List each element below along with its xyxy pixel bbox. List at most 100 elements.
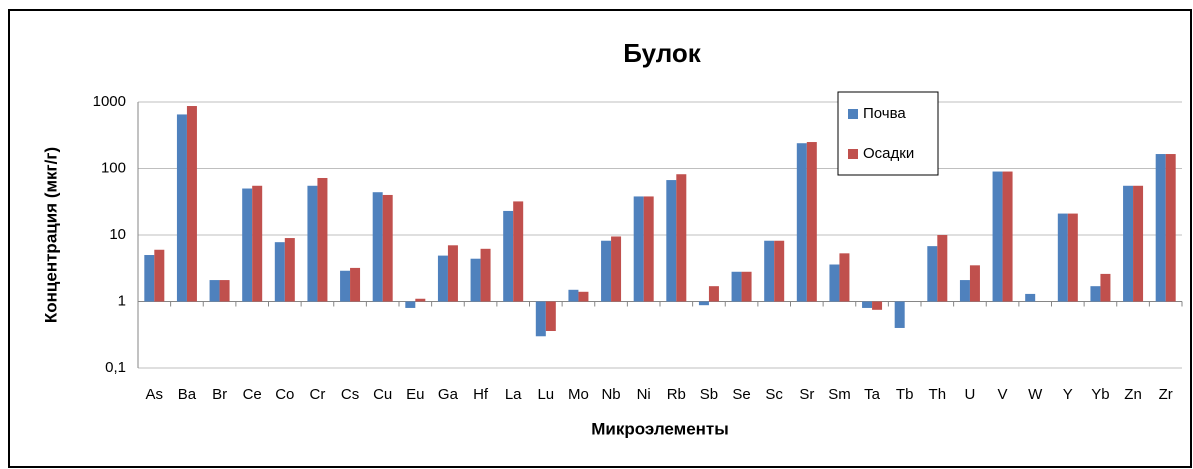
x-tick-label: Hf	[473, 386, 489, 403]
bar	[1090, 286, 1101, 302]
y-tick-label: 100	[101, 159, 126, 176]
bar	[1155, 154, 1166, 302]
bar	[1123, 185, 1134, 302]
x-tick-label: Ta	[864, 386, 881, 403]
bar	[741, 271, 752, 302]
bar	[1100, 273, 1111, 302]
bar	[447, 245, 458, 302]
bar	[764, 240, 775, 302]
bar	[1165, 154, 1176, 302]
bar	[503, 210, 514, 302]
bar	[382, 194, 393, 302]
x-tick-label: Rb	[667, 386, 686, 403]
bar	[568, 289, 579, 302]
x-tick-label: La	[505, 386, 522, 403]
bar	[862, 301, 873, 308]
x-tick-label: Ni	[637, 386, 651, 403]
x-tick-label: Zn	[1124, 386, 1142, 403]
bar	[144, 255, 155, 302]
x-tick-label: Lu	[537, 386, 554, 403]
bar	[186, 106, 197, 302]
bar	[992, 171, 1003, 302]
bar	[405, 301, 416, 308]
bar	[513, 201, 524, 302]
bar	[372, 192, 383, 302]
bar	[698, 301, 709, 306]
x-tick-label: Th	[929, 386, 947, 403]
x-tick-label: Ba	[178, 386, 197, 403]
legend-label: Осадки	[863, 145, 914, 162]
bar	[350, 267, 361, 302]
x-tick-label: Br	[212, 386, 227, 403]
bar	[894, 301, 905, 328]
legend-box	[837, 91, 939, 176]
x-tick-label: Sr	[799, 386, 814, 403]
bar	[317, 177, 328, 302]
legend-label: Почва	[863, 105, 906, 122]
x-tick-label: Zr	[1159, 386, 1173, 403]
x-tick-label: Nb	[601, 386, 620, 403]
bar	[633, 196, 644, 302]
legend-swatch	[848, 109, 858, 119]
bar	[242, 188, 253, 302]
bar	[1067, 213, 1078, 302]
x-tick-label: Mo	[568, 386, 589, 403]
bar	[470, 258, 481, 302]
bar	[1002, 171, 1013, 302]
bar	[437, 255, 448, 302]
x-tick-label: Cu	[373, 386, 392, 403]
bar	[154, 249, 165, 302]
bar	[1025, 293, 1036, 302]
x-tick-label: Sm	[828, 386, 851, 403]
x-tick-label: Sc	[765, 386, 783, 403]
x-tick-label: Cs	[341, 386, 359, 403]
x-tick-label: U	[965, 386, 976, 403]
legend-swatch	[848, 149, 858, 159]
bar	[340, 270, 351, 302]
bar	[796, 143, 807, 302]
x-tick-label: W	[1028, 386, 1043, 403]
bar	[1057, 213, 1068, 302]
chart-title: Булок	[623, 38, 702, 68]
x-tick-label: Ce	[243, 386, 262, 403]
bar	[415, 298, 426, 302]
bar	[774, 240, 785, 302]
bar	[731, 271, 742, 302]
bar	[839, 253, 850, 302]
bar	[959, 280, 970, 302]
bar	[209, 280, 220, 302]
bar	[872, 301, 883, 310]
bar	[219, 280, 230, 302]
bar	[284, 238, 295, 302]
y-axis-label: Концентрация (мкг/г)	[41, 147, 60, 323]
bar	[307, 185, 318, 302]
bar	[274, 242, 285, 302]
x-tick-label: Cr	[310, 386, 326, 403]
x-tick-label: Ga	[438, 386, 459, 403]
x-tick-label: Eu	[406, 386, 424, 403]
bar	[806, 142, 817, 302]
x-tick-label: Tb	[896, 386, 914, 403]
bar	[969, 265, 980, 302]
y-tick-label: 1	[118, 292, 126, 309]
x-tick-label: Se	[732, 386, 750, 403]
bar	[1133, 185, 1144, 302]
bar	[176, 114, 187, 302]
bar	[252, 185, 263, 302]
x-tick-label: Sb	[700, 386, 718, 403]
x-tick-label: Y	[1063, 386, 1073, 403]
y-tick-label: 10	[109, 226, 126, 243]
bar	[535, 301, 546, 337]
bar	[545, 301, 556, 332]
y-tick-label: 0,1	[105, 359, 126, 376]
bar	[927, 246, 938, 302]
bar	[937, 235, 948, 302]
bar	[829, 264, 840, 302]
bar	[643, 196, 654, 302]
bar	[666, 180, 677, 302]
bar	[578, 291, 589, 302]
y-tick-label: 1000	[93, 93, 126, 110]
bar	[601, 240, 612, 302]
x-axis-label: Микроэлементы	[591, 419, 729, 438]
